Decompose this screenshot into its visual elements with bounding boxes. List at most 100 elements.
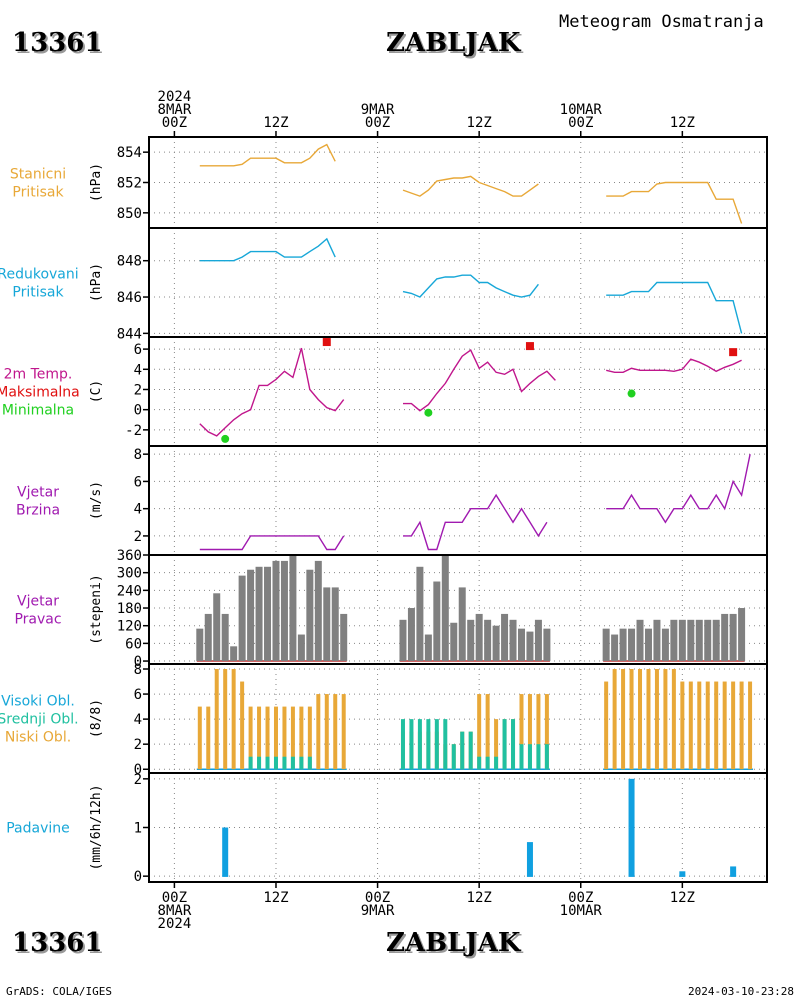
panel-frame bbox=[148, 445, 768, 556]
cloud-bar bbox=[434, 719, 439, 770]
y-tick-label: 8 bbox=[134, 662, 142, 678]
cloud-bar bbox=[536, 744, 541, 770]
cloud-bar bbox=[273, 706, 278, 770]
cloud-bar bbox=[494, 719, 499, 770]
data-bar bbox=[628, 778, 635, 877]
data-bar bbox=[628, 628, 636, 662]
data-bar bbox=[636, 619, 644, 662]
data-bar bbox=[730, 866, 737, 877]
cloud-bar bbox=[426, 719, 431, 770]
x-tick-label-bottom: 2024 bbox=[158, 916, 192, 932]
cloud-bar bbox=[544, 744, 549, 770]
y-tick-label: 0 bbox=[134, 869, 142, 885]
tmin-marker bbox=[627, 389, 636, 398]
cloud-bar bbox=[705, 681, 710, 770]
cloud-bar bbox=[273, 756, 278, 770]
data-bar bbox=[196, 628, 204, 662]
x-tick-label-top: 2024 bbox=[158, 89, 192, 105]
y-tick-label: 6 bbox=[134, 342, 142, 358]
station-id-bottom: 13361 bbox=[12, 928, 103, 958]
x-tick-label-bottom: 12Z bbox=[467, 890, 492, 906]
cloud-bar bbox=[265, 756, 270, 770]
cloud-bar bbox=[460, 731, 465, 770]
data-bar bbox=[526, 631, 534, 662]
y-axis-label: (hPa) bbox=[89, 163, 104, 202]
cloud-bar bbox=[519, 744, 524, 770]
y-tick-label: 60 bbox=[125, 636, 142, 652]
cloud-bar bbox=[409, 719, 414, 770]
series-line bbox=[199, 237, 336, 262]
panel-title: Pritisak bbox=[12, 185, 64, 201]
cloud-bar bbox=[519, 694, 524, 770]
series-line bbox=[402, 175, 539, 197]
series-line bbox=[606, 181, 743, 224]
y-tick-label: 180 bbox=[117, 601, 142, 617]
series-line bbox=[199, 347, 345, 437]
x-tick-label-top: 12Z bbox=[670, 115, 695, 131]
cloud-bar bbox=[511, 719, 516, 770]
x-tick-label-top: 12Z bbox=[467, 115, 492, 131]
cloud-bar bbox=[282, 706, 287, 770]
cloud-bar bbox=[536, 694, 541, 770]
data-bar bbox=[475, 613, 483, 662]
data-bar bbox=[526, 842, 533, 877]
cloud-bar bbox=[654, 669, 659, 770]
y-tick-label: 8 bbox=[134, 447, 142, 463]
data-bar bbox=[221, 613, 229, 662]
data-bar bbox=[679, 871, 686, 877]
station-name-top: ZABLJAK bbox=[386, 28, 521, 58]
cloud-bar bbox=[451, 744, 456, 770]
data-bar bbox=[729, 613, 737, 662]
panel-title: Pravac bbox=[14, 612, 61, 628]
x-tick-label-bottom: 12Z bbox=[670, 890, 695, 906]
panel-title: Minimalna bbox=[2, 403, 74, 419]
data-bar bbox=[543, 628, 551, 662]
y-tick-label: 844 bbox=[117, 326, 142, 342]
x-tick-label-bottom: 12Z bbox=[263, 890, 288, 906]
data-bar bbox=[653, 619, 661, 662]
cloud-bar bbox=[739, 681, 744, 770]
x-tick-label-bottom: 10MAR bbox=[560, 903, 603, 919]
y-tick-label: 0 bbox=[134, 654, 142, 670]
x-tick-label-top: 12Z bbox=[263, 115, 288, 131]
data-bar bbox=[501, 613, 509, 662]
cloud-bar bbox=[477, 756, 482, 770]
cloud-bar bbox=[307, 756, 312, 770]
y-tick-label: 852 bbox=[117, 176, 142, 192]
cloud-bar bbox=[307, 706, 312, 770]
cloud-bar bbox=[316, 694, 321, 770]
cloud-bar bbox=[748, 681, 753, 770]
panel-title: Vjetar bbox=[17, 594, 59, 610]
cloud-bar bbox=[197, 706, 202, 770]
cloud-bar bbox=[282, 756, 287, 770]
panel-title: Srednji Obl. bbox=[0, 712, 79, 728]
data-bar bbox=[424, 634, 432, 662]
data-bar bbox=[213, 593, 221, 662]
x-tick-label-top: 10MAR bbox=[560, 102, 603, 118]
y-tick-label: 1 bbox=[134, 821, 142, 837]
y-tick-label: 850 bbox=[117, 206, 142, 222]
cloud-bar bbox=[612, 669, 617, 770]
x-tick-label-top: 00Z bbox=[162, 115, 187, 131]
tmin-marker bbox=[221, 434, 230, 443]
panel-title: Brzina bbox=[16, 503, 60, 519]
data-bar bbox=[611, 634, 619, 662]
cloud-bar bbox=[290, 706, 295, 770]
y-tick-label: 848 bbox=[117, 254, 142, 270]
data-bar bbox=[280, 560, 288, 662]
panel-title: Niski Obl. bbox=[5, 730, 71, 746]
y-tick-label: 2 bbox=[134, 737, 142, 753]
series-line bbox=[403, 349, 556, 412]
x-tick-label-top: 8MAR bbox=[158, 102, 192, 118]
x-tick-label-top: 00Z bbox=[365, 115, 390, 131]
y-tick-label: -2 bbox=[125, 423, 142, 439]
x-tick-label-top: 9MAR bbox=[361, 102, 395, 118]
data-bar bbox=[534, 619, 542, 662]
cloud-bar bbox=[697, 681, 702, 770]
data-bar bbox=[222, 827, 229, 877]
data-bar bbox=[230, 646, 238, 662]
station-name-bottom: ZABLJAK bbox=[386, 928, 521, 958]
y-axis-label: (8/8) bbox=[89, 699, 104, 738]
panel-title: 2m Temp. bbox=[4, 367, 73, 383]
data-bar bbox=[721, 613, 729, 662]
